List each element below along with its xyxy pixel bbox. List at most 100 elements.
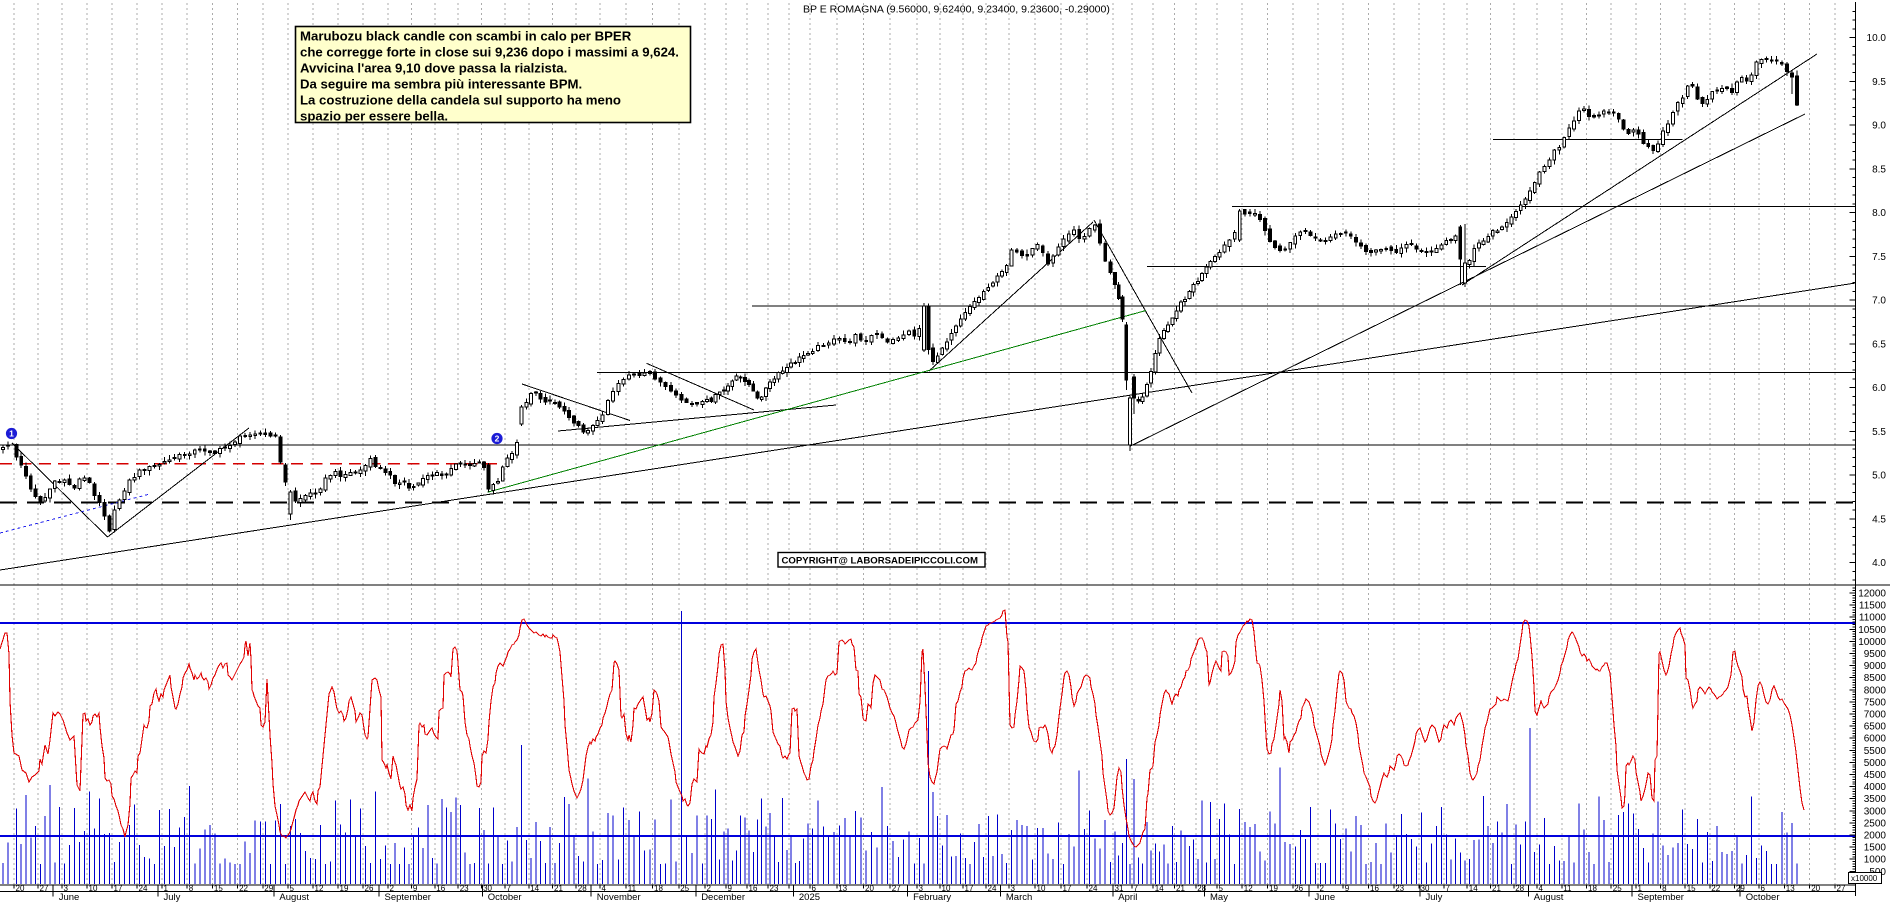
- svg-text:16: 16: [436, 884, 445, 893]
- svg-text:6.5: 6.5: [1872, 339, 1886, 350]
- svg-text:5.0: 5.0: [1872, 471, 1886, 482]
- svg-text:1: 1: [1638, 884, 1643, 893]
- svg-text:3000: 3000: [1864, 806, 1887, 817]
- svg-text:6000: 6000: [1864, 734, 1887, 745]
- svg-text:1500: 1500: [1864, 843, 1887, 854]
- svg-text:6: 6: [1761, 884, 1766, 893]
- svg-text:June: June: [1315, 892, 1336, 902]
- svg-text:8: 8: [1662, 884, 1667, 893]
- svg-text:8000: 8000: [1864, 685, 1887, 696]
- svg-text:9: 9: [413, 884, 418, 893]
- svg-text:12000: 12000: [1858, 589, 1886, 600]
- svg-text:September: September: [1638, 892, 1684, 902]
- svg-text:9500: 9500: [1864, 649, 1887, 660]
- svg-text:20: 20: [1811, 884, 1820, 893]
- svg-text:Da seguire ma sembra più inter: Da seguire ma sembra più interessante BP…: [300, 77, 582, 92]
- svg-text:May: May: [1210, 892, 1228, 902]
- svg-text:7.0: 7.0: [1872, 296, 1886, 307]
- svg-text:26: 26: [365, 884, 374, 893]
- svg-text:13: 13: [838, 884, 847, 893]
- svg-text:16: 16: [749, 884, 758, 893]
- svg-text:11: 11: [1563, 884, 1572, 893]
- svg-text:19: 19: [340, 884, 349, 893]
- svg-text:14: 14: [1469, 884, 1478, 893]
- svg-text:2025: 2025: [799, 892, 820, 902]
- svg-text:September: September: [385, 892, 431, 902]
- svg-text:9: 9: [1345, 884, 1350, 893]
- svg-text:10: 10: [1037, 884, 1046, 893]
- svg-text:22: 22: [1711, 884, 1720, 893]
- svg-text:24: 24: [988, 884, 997, 893]
- svg-text:21: 21: [1176, 884, 1185, 893]
- svg-text:1: 1: [164, 884, 169, 893]
- svg-text:23: 23: [1395, 884, 1404, 893]
- svg-text:30: 30: [483, 884, 492, 893]
- svg-text:7.5: 7.5: [1872, 252, 1886, 263]
- svg-text:8500: 8500: [1864, 673, 1887, 684]
- svg-text:25: 25: [680, 884, 689, 893]
- svg-text:July: July: [1426, 892, 1443, 902]
- svg-text:19: 19: [1269, 884, 1278, 893]
- svg-text:4.0: 4.0: [1872, 558, 1886, 569]
- svg-text:December: December: [701, 892, 745, 902]
- svg-text:21: 21: [1492, 884, 1501, 893]
- svg-text:April: April: [1118, 892, 1137, 902]
- svg-text:November: November: [597, 892, 641, 902]
- svg-text:1: 1: [9, 429, 14, 439]
- svg-text:3: 3: [919, 884, 924, 893]
- svg-text:27: 27: [1837, 884, 1846, 893]
- svg-text:22: 22: [239, 884, 248, 893]
- svg-text:15: 15: [1687, 884, 1696, 893]
- svg-text:6500: 6500: [1864, 722, 1887, 733]
- svg-text:6: 6: [812, 884, 817, 893]
- svg-text:June: June: [59, 892, 80, 902]
- svg-text:1000: 1000: [1864, 855, 1887, 866]
- svg-text:11500: 11500: [1859, 601, 1887, 612]
- svg-text:August: August: [1534, 892, 1564, 902]
- svg-text:7000: 7000: [1864, 710, 1887, 721]
- svg-text:che corregge forte in close su: che corregge forte in close sui 9,236 do…: [300, 45, 679, 60]
- svg-text:15: 15: [214, 884, 223, 893]
- svg-text:Marubozu black candle con scam: Marubozu black candle con scambi in calo…: [300, 29, 632, 44]
- svg-text:13: 13: [1786, 884, 1795, 893]
- svg-text:17: 17: [114, 884, 123, 893]
- svg-text:9000: 9000: [1864, 661, 1887, 672]
- svg-text:2500: 2500: [1864, 818, 1887, 829]
- svg-text:October: October: [488, 892, 522, 902]
- svg-text:10.0: 10.0: [1867, 33, 1887, 44]
- svg-text:28: 28: [578, 884, 587, 893]
- svg-text:29: 29: [264, 884, 273, 893]
- svg-text:BP E ROMAGNA (9.56000, 9.62400: BP E ROMAGNA (9.56000, 9.62400, 9.23400,…: [803, 4, 1110, 16]
- svg-text:16: 16: [1370, 884, 1379, 893]
- svg-text:31: 31: [1115, 884, 1124, 893]
- svg-text:2000: 2000: [1864, 831, 1887, 842]
- svg-text:23: 23: [460, 884, 469, 893]
- svg-text:17: 17: [1063, 884, 1072, 893]
- svg-text:5500: 5500: [1864, 746, 1887, 757]
- svg-text:21: 21: [554, 884, 563, 893]
- svg-text:17: 17: [965, 884, 974, 893]
- svg-text:9: 9: [728, 884, 733, 893]
- svg-text:7: 7: [507, 884, 512, 893]
- svg-text:10: 10: [89, 884, 98, 893]
- svg-text:COPYRIGHT@ LABORSADEIPICCOLI.C: COPYRIGHT@ LABORSADEIPICCOLI.COM: [782, 556, 978, 567]
- svg-text:9.0: 9.0: [1872, 121, 1886, 132]
- svg-text:February: February: [913, 892, 951, 902]
- svg-text:October: October: [1746, 892, 1780, 902]
- svg-text:La costruzione della candela s: La costruzione della candela sul support…: [300, 93, 621, 108]
- svg-text:2: 2: [707, 884, 712, 893]
- svg-text:23: 23: [770, 884, 779, 893]
- svg-text:10: 10: [942, 884, 951, 893]
- svg-text:6.0: 6.0: [1872, 383, 1886, 394]
- svg-text:2: 2: [1320, 884, 1325, 893]
- svg-text:5000: 5000: [1864, 758, 1887, 769]
- svg-text:5: 5: [1219, 884, 1224, 893]
- svg-text:8.5: 8.5: [1872, 164, 1886, 175]
- svg-text:4.5: 4.5: [1872, 514, 1886, 525]
- svg-text:2: 2: [495, 434, 500, 444]
- svg-text:11000: 11000: [1859, 613, 1887, 624]
- svg-text:3500: 3500: [1864, 794, 1887, 805]
- svg-text:18: 18: [1588, 884, 1597, 893]
- svg-text:12: 12: [1244, 884, 1253, 893]
- svg-text:4000: 4000: [1864, 782, 1887, 793]
